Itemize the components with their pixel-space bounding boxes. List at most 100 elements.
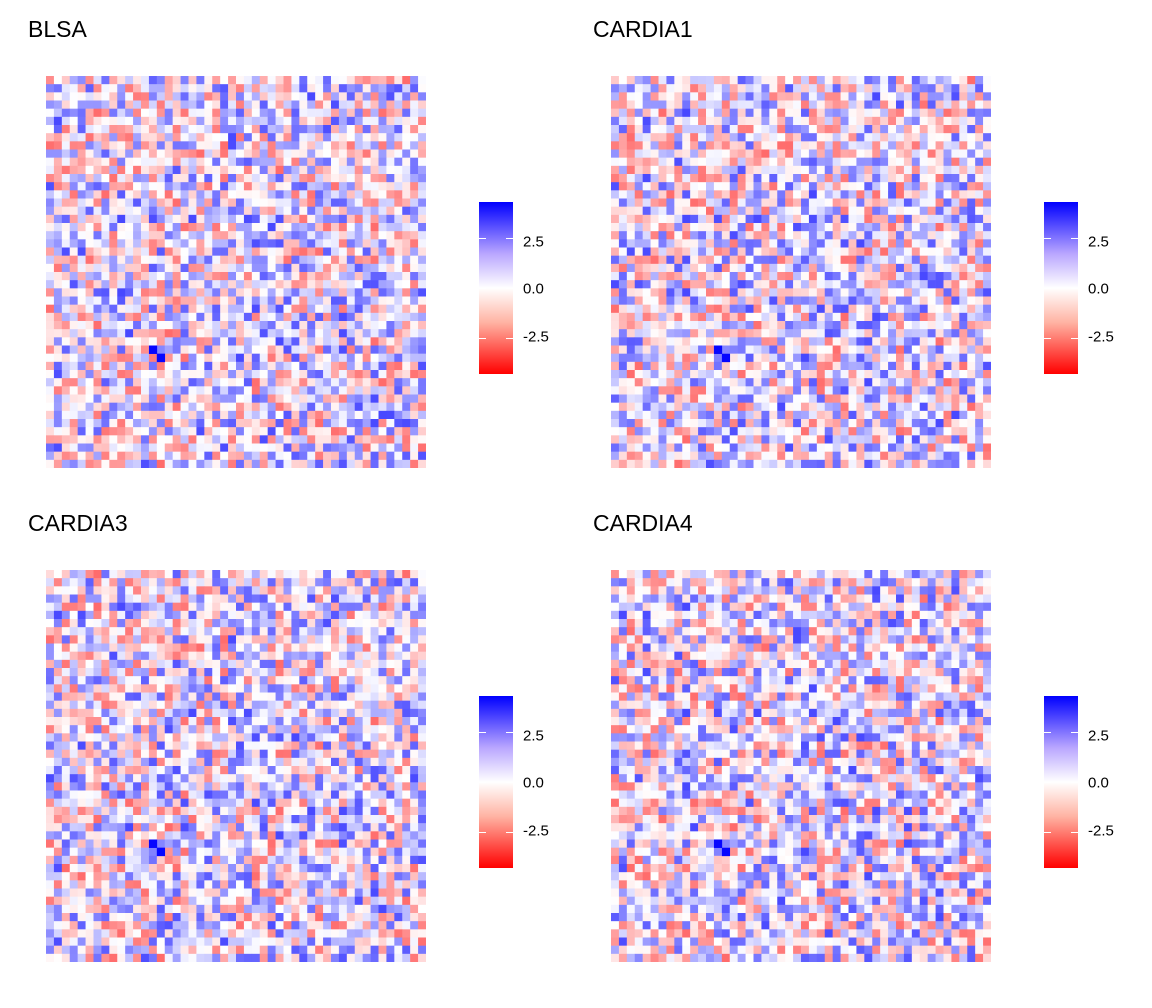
heatmap-cell bbox=[196, 141, 205, 150]
heatmap-cell bbox=[880, 451, 889, 461]
heatmap-cell bbox=[164, 149, 173, 158]
heatmap-cell bbox=[737, 247, 746, 256]
heatmap-cell bbox=[164, 321, 173, 330]
heatmap-cell bbox=[125, 125, 134, 134]
heatmap-cell bbox=[816, 427, 826, 436]
heatmap-cell bbox=[706, 76, 715, 85]
heatmap-cell bbox=[220, 345, 229, 354]
heatmap-cell bbox=[93, 594, 102, 603]
heatmap-cell bbox=[745, 386, 754, 395]
heatmap-cell bbox=[267, 321, 276, 330]
heatmap-cell bbox=[338, 610, 348, 620]
heatmap-cell bbox=[801, 100, 810, 109]
heatmap-cell bbox=[331, 419, 340, 428]
heatmap-cell bbox=[674, 459, 683, 468]
heatmap-cell bbox=[880, 410, 889, 420]
heatmap-cell bbox=[109, 435, 118, 444]
heatmap-cell bbox=[753, 272, 762, 281]
heatmap-cell bbox=[903, 223, 913, 232]
heatmap-cell bbox=[251, 84, 261, 93]
heatmap-cell bbox=[864, 272, 873, 281]
heatmap-cell bbox=[793, 157, 802, 167]
heatmap-cell bbox=[634, 125, 643, 134]
heatmap-cell bbox=[785, 272, 794, 281]
heatmap-cell bbox=[346, 345, 356, 354]
heatmap-cell bbox=[935, 255, 944, 265]
heatmap-cell bbox=[943, 84, 952, 93]
heatmap-cell bbox=[378, 223, 387, 232]
heatmap-cell bbox=[220, 435, 229, 444]
heatmap-cell bbox=[291, 133, 300, 142]
heatmap-cell bbox=[888, 451, 897, 461]
heatmap-cell bbox=[840, 459, 849, 468]
heatmap-cell bbox=[53, 410, 63, 420]
heatmap-cell bbox=[856, 263, 865, 273]
heatmap-cell bbox=[101, 410, 110, 420]
heatmap-cell bbox=[975, 280, 984, 289]
heatmap-cell bbox=[896, 345, 905, 354]
heatmap-cell bbox=[267, 263, 276, 273]
heatmap-cell bbox=[935, 165, 944, 175]
heatmap-cell bbox=[911, 402, 921, 412]
heatmap-cell bbox=[745, 451, 754, 461]
heatmap-cell bbox=[935, 100, 944, 109]
heatmap-cell bbox=[117, 84, 126, 93]
heatmap-cell bbox=[61, 459, 71, 468]
heatmap-cell bbox=[346, 280, 356, 289]
heatmap-cell bbox=[793, 296, 802, 305]
heatmap-cell bbox=[402, 280, 411, 289]
heatmap-cell bbox=[394, 263, 403, 273]
heatmap-cell bbox=[283, 214, 292, 224]
heatmap-cell bbox=[283, 329, 292, 338]
legend-tick-mark bbox=[1071, 288, 1078, 289]
heatmap-cell bbox=[180, 586, 189, 595]
heatmap-cell bbox=[832, 353, 841, 363]
heatmap-cell bbox=[228, 182, 237, 191]
heatmap-cell bbox=[682, 459, 691, 468]
heatmap-cell bbox=[133, 255, 142, 265]
heatmap-cell bbox=[53, 361, 63, 371]
heatmap-cell bbox=[204, 435, 213, 444]
heatmap-cell bbox=[737, 402, 746, 412]
heatmap-cell bbox=[125, 116, 134, 126]
heatmap-cell bbox=[808, 190, 818, 199]
heatmap-cell bbox=[410, 133, 419, 142]
heatmap-cell bbox=[61, 263, 71, 273]
heatmap-cell bbox=[53, 92, 63, 101]
heatmap-cell bbox=[706, 206, 715, 216]
heatmap-cell bbox=[156, 329, 166, 338]
heatmap-cell bbox=[291, 304, 300, 314]
heatmap-cell bbox=[618, 116, 628, 126]
heatmap-cell bbox=[188, 133, 197, 142]
heatmap-cell bbox=[967, 239, 976, 248]
heatmap-cell bbox=[133, 312, 142, 322]
heatmap-cell bbox=[61, 304, 71, 314]
heatmap-cell bbox=[148, 296, 158, 305]
heatmap-cell bbox=[283, 296, 292, 305]
heatmap-cell bbox=[53, 239, 63, 248]
heatmap-cell bbox=[943, 223, 952, 232]
heatmap-cell bbox=[212, 231, 221, 240]
heatmap-cell bbox=[109, 394, 118, 403]
heatmap-cell bbox=[69, 410, 78, 420]
heatmap-cell bbox=[642, 410, 651, 420]
heatmap-cell bbox=[61, 578, 71, 587]
heatmap-cell bbox=[236, 280, 245, 289]
heatmap-cell bbox=[769, 255, 778, 265]
heatmap-cell bbox=[299, 410, 308, 420]
heatmap-cell bbox=[967, 84, 976, 93]
heatmap-cell bbox=[275, 92, 284, 101]
heatmap-cell bbox=[243, 353, 253, 363]
heatmap-cell bbox=[418, 304, 426, 314]
heatmap-cell bbox=[713, 133, 723, 142]
heatmap-cell bbox=[386, 312, 395, 322]
heatmap-cell bbox=[69, 231, 78, 240]
heatmap-cell bbox=[418, 345, 426, 354]
heatmap-cell bbox=[370, 231, 379, 240]
heatmap-cell bbox=[698, 231, 707, 240]
heatmap-cell bbox=[93, 386, 102, 395]
heatmap-cell bbox=[251, 165, 261, 175]
heatmap-cell bbox=[61, 116, 71, 126]
heatmap-cell bbox=[164, 76, 173, 85]
heatmap-cell bbox=[896, 239, 905, 248]
